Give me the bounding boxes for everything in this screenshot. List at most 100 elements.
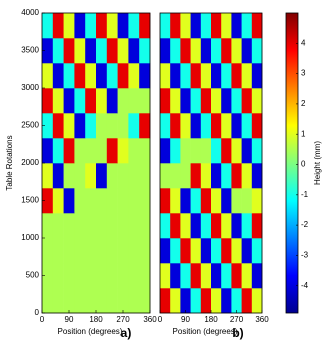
heatmap-cell bbox=[139, 138, 151, 164]
heatmap-cell bbox=[241, 188, 253, 214]
heatmap-cell bbox=[231, 138, 242, 164]
heatmap-cell bbox=[180, 263, 191, 289]
heatmap-cell bbox=[139, 113, 151, 139]
heatmap-cell bbox=[117, 63, 129, 89]
heatmap-cell bbox=[117, 138, 129, 164]
heatmap-cell bbox=[200, 288, 212, 314]
heatmap-cell bbox=[139, 13, 151, 39]
heatmap-cell bbox=[63, 238, 75, 264]
x-tick-label: 270 bbox=[116, 315, 130, 324]
heatmap-cell bbox=[106, 88, 118, 114]
heatmap-cell bbox=[128, 63, 140, 89]
heatmap-cell bbox=[231, 213, 242, 239]
heatmap-cell bbox=[42, 238, 54, 264]
colorbar-tick-label: -1 bbox=[301, 190, 309, 199]
heatmap-cell bbox=[241, 263, 253, 289]
y-tick-label: 1000 bbox=[21, 233, 39, 242]
heatmap-cell bbox=[160, 188, 171, 214]
heatmap-cell bbox=[180, 188, 191, 214]
heatmap-cell bbox=[96, 263, 108, 289]
heatmap-cell bbox=[160, 63, 171, 89]
colorbar-tick-label: 1 bbox=[301, 129, 306, 138]
heatmap-cell bbox=[52, 263, 64, 289]
heatmap-cell bbox=[74, 63, 86, 89]
heatmap-cell bbox=[160, 13, 171, 39]
heatmap-cell bbox=[74, 163, 86, 189]
colorbar-tick-label: 3 bbox=[301, 69, 306, 78]
heatmap-cell bbox=[139, 38, 151, 64]
heatmap-cell bbox=[52, 63, 64, 89]
heatmap-cell bbox=[180, 38, 191, 64]
heatmap-cell bbox=[42, 213, 54, 239]
heatmap-cell bbox=[251, 188, 263, 214]
heatmap-cell bbox=[251, 213, 263, 239]
heatmap-cell bbox=[251, 88, 263, 114]
heatmap-cell bbox=[231, 63, 242, 89]
heatmap-cell bbox=[74, 13, 86, 39]
heatmap-cell bbox=[170, 13, 181, 39]
heatmap-cell bbox=[117, 38, 129, 64]
heatmap-cell bbox=[85, 288, 97, 314]
colorbar-tick-label: 4 bbox=[301, 38, 306, 47]
heatmap-cell bbox=[170, 88, 181, 114]
heatmap-cell bbox=[231, 13, 242, 39]
heatmap-cell bbox=[251, 113, 263, 139]
heatmap-cell bbox=[96, 188, 108, 214]
y-tick-label: 4000 bbox=[21, 8, 39, 17]
colorbar-tick-label: -2 bbox=[301, 220, 309, 229]
heatmap-cell bbox=[251, 13, 263, 39]
heatmap-cell bbox=[190, 63, 202, 89]
heatmap-cell bbox=[106, 138, 118, 164]
heatmap-cell bbox=[241, 113, 253, 139]
heatmap-cell bbox=[106, 263, 118, 289]
heatmap-cell bbox=[211, 238, 222, 264]
heatmap-cell bbox=[85, 38, 97, 64]
heatmap-cell bbox=[128, 13, 140, 39]
heatmap-cell bbox=[180, 213, 191, 239]
heatmap-cell bbox=[96, 163, 108, 189]
heatmap-cell bbox=[190, 188, 202, 214]
colorbar bbox=[285, 12, 299, 314]
x-axis-label: Position (degrees) bbox=[58, 327, 123, 336]
heatmap-cell bbox=[231, 38, 242, 64]
heatmap-cell bbox=[221, 138, 232, 164]
heatmap-cell bbox=[180, 113, 191, 139]
heatmap-cell bbox=[74, 213, 86, 239]
heatmap-cell bbox=[85, 238, 97, 264]
heatmap-cell bbox=[170, 38, 181, 64]
heatmap-cell bbox=[211, 113, 222, 139]
heatmap-cell bbox=[63, 188, 75, 214]
heatmap-cell bbox=[211, 163, 222, 189]
heatmap-cell bbox=[241, 288, 253, 314]
heatmap-cell bbox=[74, 38, 86, 64]
heatmap-cell bbox=[96, 113, 108, 139]
heatmap-cell bbox=[52, 113, 64, 139]
heatmap-cell bbox=[180, 63, 191, 89]
x-tick-label: 360 bbox=[255, 315, 269, 324]
heatmap-cell bbox=[63, 138, 75, 164]
heatmap-cell bbox=[85, 113, 97, 139]
heatmap-cell bbox=[231, 88, 242, 114]
heatmap-cell bbox=[200, 38, 212, 64]
y-tick-label: 2500 bbox=[21, 121, 39, 130]
heatmap-cell bbox=[63, 113, 75, 139]
heatmap-cell bbox=[42, 163, 54, 189]
heatmap-cell bbox=[85, 13, 97, 39]
heatmap-cell bbox=[231, 263, 242, 289]
heatmap-cell bbox=[85, 213, 97, 239]
heatmap-cell bbox=[96, 288, 108, 314]
heatmap-cell bbox=[74, 238, 86, 264]
x-tick-label: 180 bbox=[89, 315, 103, 324]
heatmap-cell bbox=[211, 188, 222, 214]
heatmap-cell bbox=[251, 138, 263, 164]
heatmap-cell bbox=[106, 113, 118, 139]
heatmap-cell bbox=[211, 138, 222, 164]
colorbar-tick-label: -4 bbox=[301, 281, 309, 290]
heatmap-cell bbox=[190, 263, 202, 289]
heatmap-cell bbox=[200, 213, 212, 239]
heatmap-cell bbox=[106, 288, 118, 314]
y-tick-label: 1500 bbox=[21, 196, 39, 205]
y-tick-label: 500 bbox=[26, 271, 40, 280]
x-tick-label: 0 bbox=[40, 315, 45, 324]
heatmap-cell bbox=[96, 88, 108, 114]
